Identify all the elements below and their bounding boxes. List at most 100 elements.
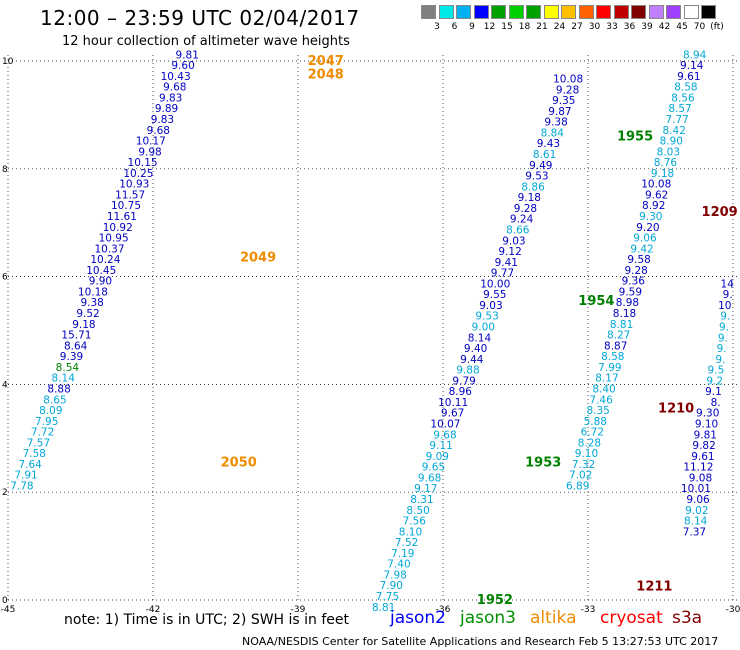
legend-swatch [648,5,664,19]
wave-height-value: 8.87 [604,340,627,352]
wave-height-value: 10.01 [681,483,711,495]
wave-height-value: 9.89 [155,103,178,115]
x-tick-label: -45 [1,605,16,615]
track-label: 1209 [702,205,738,220]
wave-height-value: 10.45 [86,265,116,277]
wave-height-value: 9.79 [452,375,475,387]
legend-swatch [701,5,716,19]
wave-height-value: 9.61 [691,451,714,463]
wave-height-value: 9.81 [176,49,199,61]
wave-height-value: 14 [721,278,735,290]
wave-height-value: 8.58 [601,351,624,363]
wave-height-value: 8.58 [674,82,697,94]
wave-height-value: 7.57 [27,437,50,449]
track-label: 2049 [240,251,276,266]
wave-height-value: 7.46 [589,394,613,406]
wave-height-value: 10.08 [641,179,671,191]
wave-height-value: 7.95 [35,416,58,428]
wave-height-value: 9.10 [575,448,598,460]
wave-height-value: 9.36 [622,276,646,288]
wave-height-value: 9.38 [544,117,567,129]
wave-height-value: 11.61 [107,211,137,223]
wave-height-value: 10.08 [553,74,583,86]
wave-height-value: 9.03 [479,300,502,312]
wave-height-value: 9.82 [692,440,715,452]
wave-height-value: 11.57 [115,189,145,201]
wave-height-value: 9.24 [510,214,534,226]
satellite-cryosat: cryosat [600,608,663,628]
wave-height-value: 9.09 [426,451,449,463]
map-subtitle: 12 hour collection of altimeter wave hei… [62,34,350,49]
legend-label: 27 [571,22,583,32]
wave-height-value: 10.17 [136,136,166,148]
y-tick-label: 4 [2,380,8,390]
wave-height-value: 9.02 [685,505,708,517]
wave-height-value: 9.08 [689,472,712,484]
legend-swatch [456,5,471,19]
wave-height-value: 10.18 [78,286,108,298]
wave-height-value: 7.02 [569,470,592,482]
wave-height-value: 8.54 [56,362,80,374]
wave-height-value: 9.39 [60,351,83,363]
wave-height-value: 9.35 [552,95,575,107]
wave-height-value: 9.18 [518,192,541,204]
track-label: 1955 [617,129,653,144]
wave-height-value: 8.50 [406,505,429,517]
wave-height-value: 9.40 [464,343,487,355]
legend-label: 33 [606,22,618,32]
wave-height-value: 8.66 [506,224,530,236]
x-tick-label: -42 [146,605,161,615]
wave-height-values: 9.819.6010.439.689.839.899.839.6810.179.… [10,49,734,613]
wave-height-value: 9.52 [76,308,99,320]
legend-label: 6 [451,22,458,32]
legend-swatch [666,5,681,19]
legend-swatch [508,5,524,19]
wave-height-value: 9.06 [686,494,710,506]
legend-label: 21 [536,22,548,32]
wave-height-value: 8.18 [613,308,636,320]
wave-height-value: 9.38 [80,297,103,309]
wave-height-value: 9.68 [163,82,186,94]
legend-swatch [631,5,646,19]
wave-height-value: 7.72 [31,427,54,439]
wave-height-value: 8.86 [521,181,545,193]
y-tick-label: 0 [2,596,8,606]
wave-height-value: 9.5 [708,365,725,377]
wave-height-value: 8.94 [683,49,707,61]
wave-height-value: 9.88 [456,365,479,377]
track-label: 2048 [308,67,344,82]
wave-height-value: 15.71 [61,330,91,342]
track-label: 1953 [525,456,561,471]
wave-height-value: 7.32 [572,459,595,471]
track-label: 1954 [578,294,614,309]
legend-swatch [683,5,699,19]
wave-height-value: 9.68 [147,125,170,137]
wave-height-value: 8.31 [410,494,433,506]
x-tick-label: -33 [581,605,596,615]
wave-height-value: 9.49 [529,160,552,172]
wave-height-value: 7.99 [598,362,621,374]
map-title: 12:00 – 23:59 UTC 02/04/2017 [40,6,360,30]
axis-ticks: -45 -42 -39 -36 -33 -30 0 2 4 6 8 10 [1,57,740,615]
legend-swatch [613,5,629,19]
wave-height-value: 10.92 [103,222,133,234]
wave-height-value: 11.12 [683,462,713,474]
wave-height-value: 10.25 [123,168,153,180]
wave-height-value: 7.40 [387,559,410,571]
wave-height-value: 5.88 [584,416,607,428]
wave-height-value: 7.98 [383,569,406,581]
legend-label: 15 [501,22,513,32]
wave-height-value: 6.89 [566,481,589,493]
wave-height-value: 8.84 [541,127,565,139]
wave-height-value: 8.65 [43,394,66,406]
legend-label: 39 [641,22,653,32]
wave-height-value: 8.03 [657,146,680,158]
wave-height-value: 9.10 [695,419,718,431]
wave-height-value: 9.68 [418,472,441,484]
y-tick-label: 8 [2,165,8,175]
wave-height-value: 9.53 [475,311,498,323]
wave-height-value: 8.90 [660,136,683,148]
wave-height-value: 8.64 [64,340,88,352]
wave-height-value: 9.14 [680,60,704,72]
wave-height-value: 9.83 [151,114,174,126]
